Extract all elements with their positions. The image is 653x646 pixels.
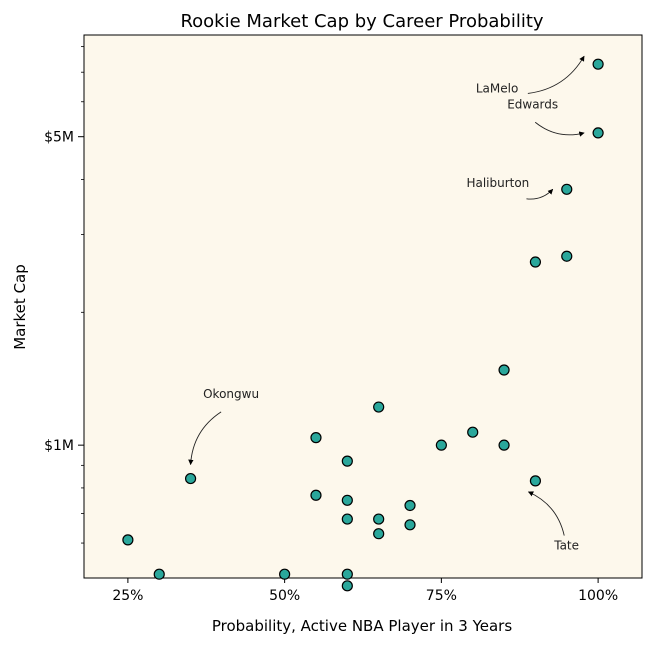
- annotation-label: Edwards: [507, 97, 558, 111]
- data-point: [310, 489, 322, 501]
- x-tick-label: 25%: [112, 588, 143, 604]
- annotation-arrow: [527, 55, 585, 94]
- chart-title: Rookie Market Cap by Career Probability: [180, 11, 543, 32]
- annotation-label: LaMelo: [476, 81, 518, 95]
- data-point: [529, 475, 542, 487]
- data-point: [498, 439, 510, 451]
- data-point: [341, 494, 353, 506]
- data-point: [592, 127, 604, 139]
- y-axis-label: Market Cap: [11, 264, 29, 350]
- data-point: [341, 568, 353, 580]
- data-point: [153, 568, 165, 580]
- x-tick-label: 100%: [578, 588, 618, 604]
- annotation-label: Tate: [553, 539, 579, 553]
- data-point: [310, 432, 322, 444]
- data-point: [373, 513, 385, 525]
- data-points: [122, 58, 604, 592]
- annotation-label: Okongwu: [203, 387, 259, 401]
- data-point: [435, 439, 447, 451]
- annotation-arrow: [534, 121, 585, 137]
- data-point: [592, 58, 604, 70]
- data-point: [467, 426, 479, 438]
- data-point: [184, 472, 197, 485]
- y-tick-label: $5M: [44, 130, 74, 146]
- x-axis-label: Probability, Active NBA Player in 3 Year…: [212, 617, 512, 635]
- data-point: [561, 183, 573, 195]
- annotations: LaMelo Edwards Haliburton Okongwu Tate: [188, 55, 585, 553]
- annotation-arrow: [188, 411, 222, 466]
- data-point: [341, 513, 353, 525]
- data-point: [373, 401, 385, 413]
- x-axis: 25% 50% 75% 100%: [112, 578, 618, 604]
- data-point: [404, 519, 416, 531]
- annotation-label: Haliburton: [466, 176, 529, 190]
- data-point: [373, 528, 385, 540]
- x-tick-label: 75%: [426, 588, 457, 604]
- x-tick-label: 50%: [269, 588, 300, 604]
- annotation-arrow: [527, 491, 565, 536]
- data-point: [561, 250, 573, 262]
- data-point: [341, 580, 353, 592]
- data-point: [498, 364, 510, 376]
- annotation-arrow: [526, 188, 554, 200]
- y-axis: $1M $5M: [44, 46, 84, 544]
- y-tick-label: $1M: [44, 438, 74, 454]
- data-point: [404, 499, 416, 512]
- plot-area: [83, 34, 643, 579]
- data-point: [122, 534, 134, 546]
- data-point: [529, 256, 542, 268]
- data-point: [341, 455, 353, 467]
- data-point: [279, 568, 291, 580]
